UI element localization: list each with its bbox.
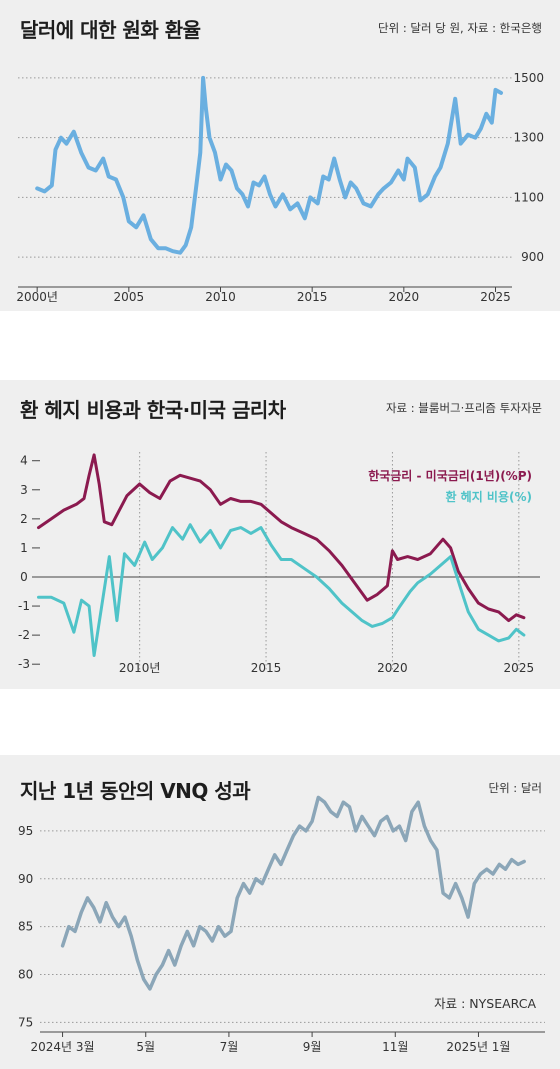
legend-hedge-cost: 환 헤지 비용(%) [445, 490, 532, 504]
x-tick-label: 2015 [251, 661, 282, 675]
legend-rate-spread: 한국금리 - 미국금리(1년)(%P) [368, 469, 532, 483]
x-tick-label: 11월 [382, 1040, 408, 1054]
hedge-cost-chart: -3 -2 -1 0 1 2 3 4 2010년 2015 2020 2025 [18, 452, 540, 675]
y-tick-label: 1300 [513, 131, 544, 145]
y-tick-label: 85 [18, 920, 33, 934]
y-tick-label: 95 [18, 824, 33, 838]
x-tick-label: 5월 [136, 1040, 155, 1054]
y-tick-label: 80 [18, 968, 33, 982]
x-tick-label: 2024년 3월 [31, 1040, 95, 1054]
vnq-unit: 단위 : 달러 [488, 781, 542, 795]
y-tick-label: 1 [20, 541, 28, 555]
y-tick-label: 90 [18, 872, 33, 886]
x-tick-label: 2015 [297, 290, 328, 304]
x-tick-label: 2025년 1월 [446, 1040, 510, 1054]
exchange-rate-unit-source: 단위 : 달러 당 원, 자료 : 한국은행 [378, 21, 542, 35]
y-tick-label: -3 [18, 657, 30, 671]
x-tick-label: 2025 [480, 290, 511, 304]
y-tick-label: -2 [18, 628, 30, 642]
y-tick-label: -1 [18, 599, 30, 613]
y-tick-label: 1500 [513, 71, 544, 85]
vnq-title: 지난 1년 동안의 VNQ 성과 [20, 779, 251, 803]
y-tick-label: 3 [20, 483, 28, 497]
hedge-cost-source: 자료 : 블룸버그·프리즘 투자자문 [385, 401, 542, 415]
y-tick-label: 0 [20, 570, 28, 584]
y-tick-label: 1100 [513, 190, 544, 204]
exchange-rate-title: 달러에 대한 원화 환율 [20, 18, 201, 42]
x-tick-label: 2010 [205, 290, 236, 304]
y-tick-label: 4 [20, 454, 28, 468]
vnq-panel: 지난 1년 동안의 VNQ 성과 단위 : 달러 자료 : NYSEARCA 7… [0, 755, 560, 1069]
x-tick-label: 2020 [389, 290, 420, 304]
x-tick-label: 2010년 [119, 661, 161, 675]
series-line-1 [37, 453, 526, 623]
vnq-chart: 75 80 85 90 95 2024년 3월 5월 7월 9월 11월 2025년 1월 [18, 795, 545, 1054]
hedge-cost-title: 환 헤지 비용과 한국·미국 금리차 [20, 398, 286, 422]
x-tick-label: 7월 [220, 1040, 239, 1054]
y-tick-label: 2 [20, 512, 28, 526]
hedge-cost-panel: 환 헤지 비용과 한국·미국 금리차 자료 : 블룸버그·프리즘 투자자문 한국… [0, 380, 560, 689]
series-line-1 [60, 795, 526, 991]
x-tick-label: 2025 [504, 661, 535, 675]
y-tick-label: 900 [521, 250, 544, 264]
series-line-2 [37, 523, 526, 657]
y-tick-label: 75 [18, 1015, 33, 1029]
series-line-1 [35, 75, 503, 255]
exchange-rate-chart: 900 1100 1300 1500 2000년 2005 2010 2015 2020 2025 [16, 71, 544, 304]
x-tick-label: 2005 [114, 290, 145, 304]
vnq-source: 자료 : NYSEARCA [434, 996, 536, 1011]
exchange-rate-panel: 달러에 대한 원화 환율 단위 : 달러 당 원, 자료 : 한국은행 900 1… [0, 0, 560, 311]
x-tick-label: 9월 [303, 1040, 322, 1054]
x-tick-label: 2020 [377, 661, 408, 675]
x-tick-label: 2000년 [16, 290, 58, 304]
